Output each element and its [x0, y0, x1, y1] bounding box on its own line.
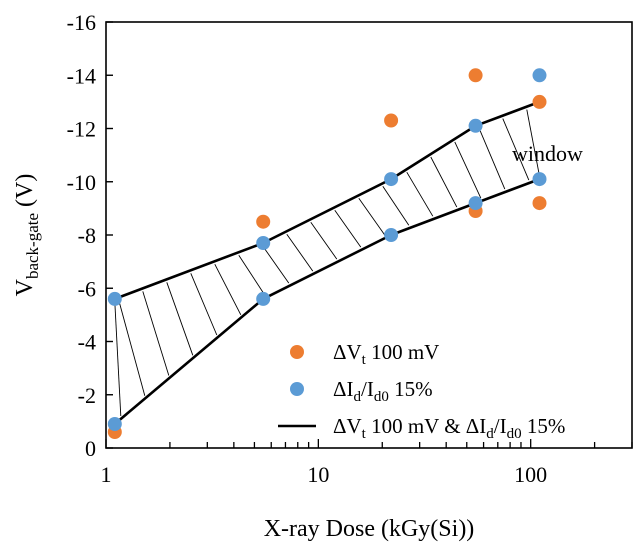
y-tick-label: -6 — [78, 276, 96, 301]
hatch-line — [406, 171, 434, 217]
legend-label-dvt: ΔVt 100 mV — [333, 340, 439, 368]
hatch-line — [502, 118, 530, 181]
point-did — [256, 236, 271, 250]
data-points — [107, 68, 547, 439]
boundary-lines — [113, 100, 540, 425]
x-tick-label: 1 — [101, 462, 112, 487]
legend-marker-dvt — [290, 345, 304, 359]
point-did — [107, 417, 122, 431]
hatch-line — [454, 141, 482, 199]
point-did — [532, 68, 547, 83]
axis-ticks — [105, 21, 633, 449]
tick-labels: 0 -2 -4 -6 -8 -10 -12 -14 -16 1 10 100 — [67, 10, 548, 487]
hatch-line — [190, 273, 218, 336]
y-tick-label: -2 — [78, 383, 96, 408]
y-axis-title-main: V — [12, 278, 38, 296]
y-tick-label: -16 — [67, 10, 96, 35]
y-axis-title: Vback-gate (V) — [12, 174, 42, 297]
point-did — [468, 196, 483, 211]
x-tick-label: 10 — [307, 462, 329, 487]
hatch-line — [334, 209, 362, 248]
hatch-line — [382, 185, 410, 226]
point-did — [384, 228, 399, 242]
hatch-line — [358, 197, 386, 236]
y-axis-title-sub: back-gate — [23, 213, 42, 279]
point-did — [107, 291, 122, 306]
hatch-line — [286, 233, 314, 272]
y-tick-label: -4 — [78, 330, 96, 355]
window-annotation: window — [512, 141, 583, 166]
hatch-line — [430, 156, 458, 208]
y-axis-title-unit: (V) — [12, 174, 38, 207]
point-did — [532, 172, 547, 187]
hatch-line — [142, 291, 170, 376]
y-tick-label: -8 — [78, 223, 96, 248]
hatch-line — [118, 300, 146, 396]
hatch-line — [114, 301, 122, 417]
y-tick-label: -12 — [67, 117, 96, 142]
point-did — [468, 118, 483, 133]
y-tick-label: -10 — [67, 170, 96, 195]
hatch-line — [214, 263, 242, 316]
x-tick-label: 100 — [514, 462, 547, 487]
point-dvt — [532, 94, 547, 109]
y-tick-label: -14 — [67, 63, 96, 88]
hatch-line — [166, 282, 194, 356]
legend-label-window: ΔVt 100 mV & ΔId/Id0 15% — [333, 414, 565, 442]
legend-label-did: ΔId/Id0 15% — [333, 377, 433, 405]
hatch-line — [238, 254, 266, 296]
legend: ΔVt 100 mV ΔId/Id0 15% ΔVt 100 mV & ΔId/… — [278, 340, 565, 442]
point-dvt — [468, 68, 483, 83]
point-did — [384, 172, 399, 187]
hatch-line — [310, 221, 338, 260]
hatch-line — [262, 245, 290, 284]
y-tick-label: 0 — [85, 436, 96, 461]
point-dvt — [532, 196, 547, 211]
point-did — [256, 291, 271, 306]
legend-marker-did — [290, 382, 304, 396]
hatch-line — [478, 127, 506, 190]
window-hatch — [114, 109, 540, 417]
point-dvt — [384, 113, 399, 128]
point-dvt — [256, 214, 271, 229]
hatch-line — [526, 109, 540, 177]
x-axis-title: X-ray Dose (kGy(Si)) — [264, 516, 475, 542]
